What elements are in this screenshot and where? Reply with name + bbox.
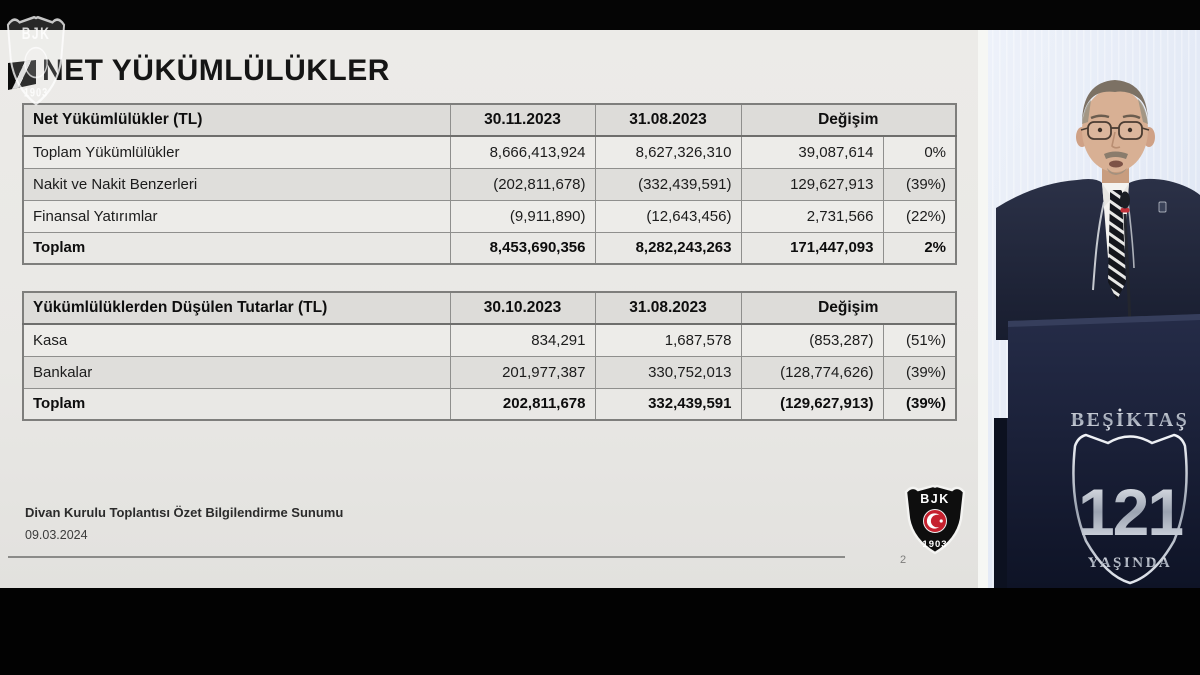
letterbox-bottom xyxy=(0,588,1200,675)
row-label: Toplam xyxy=(22,231,451,265)
lapel-pin xyxy=(1158,201,1167,213)
change-cell: 2,731,566 xyxy=(740,199,884,233)
column-header-change: Değişim xyxy=(740,103,957,137)
speaker-tie xyxy=(1108,190,1126,300)
percent-cell: (51%) xyxy=(882,323,957,357)
panel-edge-strip xyxy=(978,30,988,588)
value-cell: (332,439,591) xyxy=(594,167,742,201)
podium-age-suffix: YAŞINDA xyxy=(1088,555,1172,571)
table-header-row: Yükümlülüklerden Düşülen Tutarlar (TL) 3… xyxy=(22,291,957,325)
value-cell: (202,811,678) xyxy=(449,167,596,201)
value-cell: 8,282,243,263 xyxy=(594,231,742,265)
percent-cell: (39%) xyxy=(882,355,957,389)
percent-cell: (22%) xyxy=(882,199,957,233)
speaker xyxy=(996,80,1200,340)
change-cell: 171,447,093 xyxy=(740,231,884,265)
speaker-suit xyxy=(996,178,1200,340)
row-label: Nakit ve Nakit Benzerleri xyxy=(22,167,451,201)
percent-cell: (39%) xyxy=(882,167,957,201)
row-label: Finansal Yatırımlar xyxy=(22,199,451,233)
bjk-crest-icon: BJK 1903 xyxy=(904,484,966,555)
letterbox-top xyxy=(0,0,1200,30)
table-row: Bankalar 201,977,387 330,752,013 (128,77… xyxy=(22,355,957,389)
podium-shield-icon xyxy=(1072,433,1188,585)
change-cell: (128,774,626) xyxy=(740,355,884,389)
speaker-mustache xyxy=(1104,151,1128,159)
column-header-date1: 30.11.2023 xyxy=(449,103,596,137)
speaker-face xyxy=(1082,88,1148,172)
value-cell: 202,811,678 xyxy=(449,387,596,421)
table-header-row: Net Yükümlülükler (TL) 30.11.2023 31.08.… xyxy=(22,103,957,137)
change-cell: (853,287) xyxy=(740,323,884,357)
column-header-label: Yükümlülüklerden Düşülen Tutarlar (TL) xyxy=(22,291,451,325)
slide-title: NET YÜKÜMLÜLÜKLER xyxy=(42,54,390,87)
column-header-change: Değişim xyxy=(740,291,957,325)
table-row: Nakit ve Nakit Benzerleri (202,811,678) … xyxy=(22,167,957,201)
speaker-lanyard xyxy=(1092,201,1105,291)
page-number: 2 xyxy=(900,554,907,566)
footer-presentation-title: Divan Kurulu Toplantısı Özet Bilgilendir… xyxy=(25,505,344,520)
row-label: Bankalar xyxy=(22,355,451,389)
speaker-hair xyxy=(1082,80,1148,124)
change-cell: 39,087,614 xyxy=(740,135,884,169)
podium-emblem: BEŞİKTAŞ 121 YAŞINDA xyxy=(1071,407,1190,585)
live-camera-panel: BEŞİKTAŞ 121 YAŞINDA xyxy=(978,30,1200,588)
footer-divider xyxy=(8,556,845,558)
crest-initials: BJK xyxy=(920,492,950,506)
deducted-amounts-table: Yükümlülüklerden Düşülen Tutarlar (TL) 3… xyxy=(22,291,957,421)
value-cell: (12,643,456) xyxy=(594,199,742,233)
percent-cell: 0% xyxy=(882,135,957,169)
table-row: Finansal Yatırımlar (9,911,890) (12,643,… xyxy=(22,199,957,233)
column-header-date1: 30.10.2023 xyxy=(449,291,596,325)
value-cell: 1,687,578 xyxy=(594,323,742,357)
change-cell: 129,627,913 xyxy=(740,167,884,201)
podium-age: 121 xyxy=(1078,475,1182,549)
watermark-initials: BJK xyxy=(22,26,51,44)
column-header-label: Net Yükümlülükler (TL) xyxy=(22,103,451,137)
podium: BEŞİKTAŞ 121 YAŞINDA xyxy=(994,314,1200,588)
net-liabilities-table: Net Yükümlülükler (TL) 30.11.2023 31.08.… xyxy=(22,103,957,265)
value-cell: 8,627,326,310 xyxy=(594,135,742,169)
change-cell: (129,627,913) xyxy=(740,387,884,421)
value-cell: 201,977,387 xyxy=(449,355,596,389)
percent-cell: 2% xyxy=(882,231,957,265)
table-row: Toplam Yükümlülükler 8,666,413,924 8,627… xyxy=(22,135,957,169)
value-cell: 330,752,013 xyxy=(594,355,742,389)
value-cell: 332,439,591 xyxy=(594,387,742,421)
value-cell: 834,291 xyxy=(449,323,596,357)
column-header-date2: 31.08.2023 xyxy=(594,291,742,325)
value-cell: 8,453,690,356 xyxy=(449,231,596,265)
watermark-year: 1903 xyxy=(24,86,48,100)
value-cell: (9,911,890) xyxy=(449,199,596,233)
crest-year: 1903 xyxy=(922,539,947,550)
row-label: Kasa xyxy=(22,323,451,357)
value-cell: 8,666,413,924 xyxy=(449,135,596,169)
row-label: Toplam Yükümlülükler xyxy=(22,135,451,169)
column-header-date2: 31.08.2023 xyxy=(594,103,742,137)
table-row: Kasa 834,291 1,687,578 (853,287) (51%) xyxy=(22,323,957,357)
footer-date: 09.03.2024 xyxy=(25,528,88,542)
podium-club-name: BEŞİKTAŞ xyxy=(1071,407,1190,431)
table-total-row: Toplam 202,811,678 332,439,591 (129,627,… xyxy=(22,387,957,421)
presentation-slide: NET YÜKÜMLÜLÜKLER Net Yükümlülükler (TL)… xyxy=(0,30,978,588)
bjk-crest-watermark-icon: BJK 1903 xyxy=(6,15,66,106)
percent-cell: (39%) xyxy=(882,387,957,421)
table-total-row: Toplam 8,453,690,356 8,282,243,263 171,4… xyxy=(22,231,957,265)
row-label: Toplam xyxy=(22,387,451,421)
